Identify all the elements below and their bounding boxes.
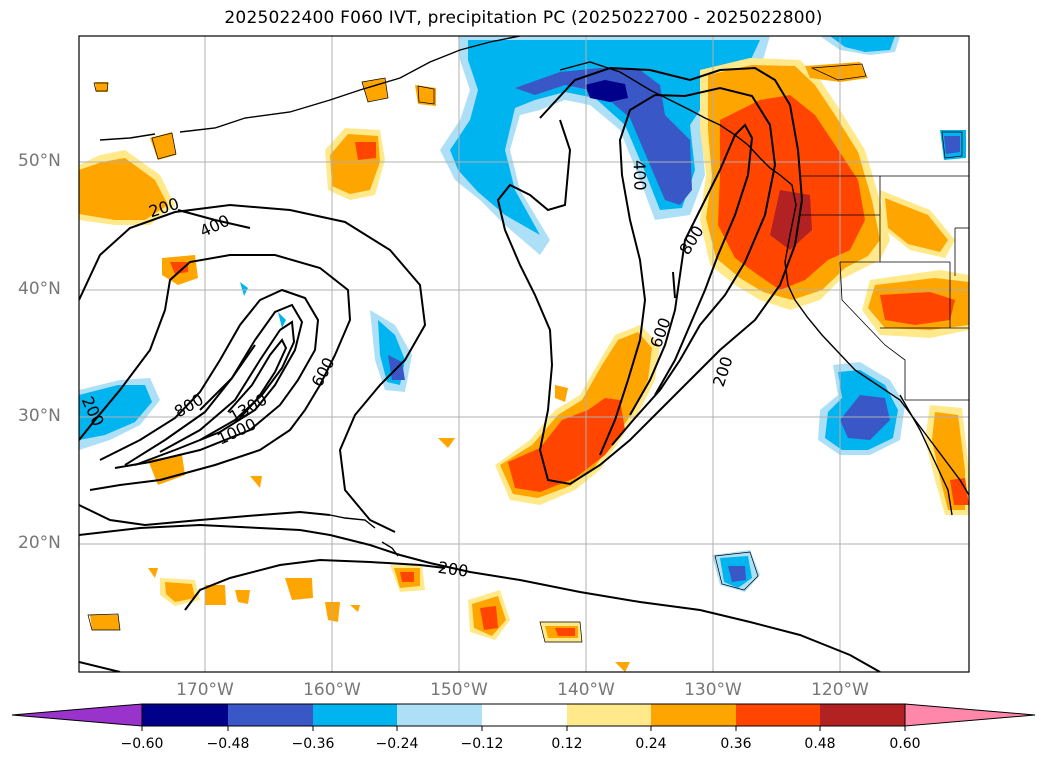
colorbar-segment [397,704,482,726]
lon-label: 120°W [811,680,869,700]
colorbar-tick-label: −0.48 [206,736,250,752]
colorbar-segment [228,704,313,726]
map-title: 2025022400 F060 IVT, precipitation PC (2… [224,8,823,28]
state-borders [800,175,969,401]
colorbar-segment [313,704,397,726]
colorbar-segment [482,704,567,726]
colorbar-segment [651,704,736,726]
colorbar-segment [736,704,820,726]
colorbar-tick-label: 0.12 [551,736,583,752]
colorbar-tick-label: 0.36 [720,736,752,752]
ivt-contours [79,66,881,672]
colorbar-tick-label: −0.36 [291,736,335,752]
colorbar-extend-min [11,703,143,727]
contour-label: 200 [437,558,470,581]
colorbar-tick-label: 0.48 [804,736,836,752]
graticule [79,36,969,672]
colorbar-tick-label: −0.12 [460,736,504,752]
lon-label: 130°W [684,680,742,700]
colorbar-tick-label: −0.60 [120,736,164,752]
colorbar-segment [820,704,905,726]
lon-label: 160°W [303,680,361,700]
precip-negative-regions [79,36,966,592]
colorbar [11,703,1036,731]
lat-label: 40°N [18,279,61,299]
precip-outlines [87,63,963,643]
colorbar-tick-label: −0.24 [375,736,419,752]
lat-label: 50°N [18,151,61,171]
contour-label: 400 [630,160,650,191]
lon-label: 150°W [430,680,488,700]
colorbar-tick-label: 0.24 [635,736,667,752]
colorbar-extend-max [904,703,1036,727]
colorbar-tick-label: 0.60 [889,736,921,752]
lon-label: 140°W [557,680,615,700]
coastlines [99,36,969,557]
colorbar-segment [567,704,651,726]
lat-label: 30°N [18,406,61,426]
colorbar-segment [142,704,228,726]
lon-label: 170°W [176,680,234,700]
map-frame [78,35,970,673]
lat-label: 20°N [18,533,61,553]
